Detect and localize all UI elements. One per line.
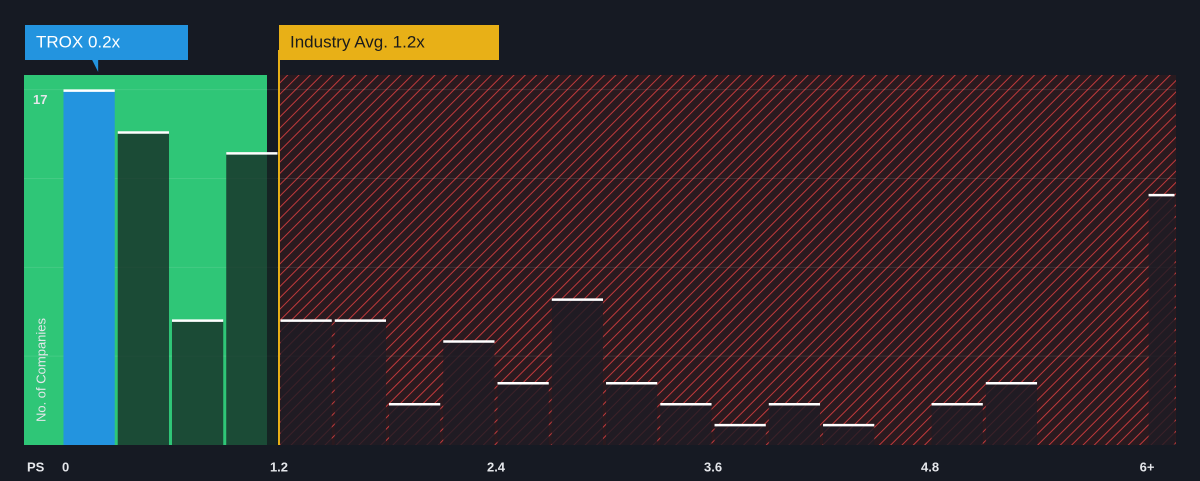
x-tick-label: 4.8 <box>921 459 939 474</box>
bar <box>660 403 712 445</box>
bar <box>226 152 278 445</box>
y-tick-label: 17 <box>33 92 47 107</box>
company-pointer <box>92 60 99 72</box>
x-tick-label: 2.4 <box>487 459 506 474</box>
bar <box>1148 194 1175 445</box>
x-tick-label: 3.6 <box>704 459 722 474</box>
bar <box>551 298 604 445</box>
bar <box>714 424 766 445</box>
bar <box>931 403 983 445</box>
bar <box>823 424 875 445</box>
bar <box>171 319 224 445</box>
industry-callout <box>278 25 499 60</box>
y-axis-label: No. of Companies <box>33 317 48 422</box>
bar <box>768 403 821 445</box>
bar <box>334 319 387 445</box>
company-label: TROX 0.2x <box>36 32 121 51</box>
annotations: 17 0 1.2 2.4 3.6 4.8 6+ Industry Avg. 1.2x TROX … <box>25 25 1155 474</box>
bar <box>389 403 441 445</box>
bar <box>606 382 658 445</box>
bar <box>280 319 332 445</box>
bar <box>985 382 1038 445</box>
over-zone <box>278 75 1176 445</box>
bar <box>443 340 495 445</box>
industry-label: Industry Avg. 1.2x <box>290 32 425 51</box>
bar <box>497 382 549 445</box>
x-tick-label: 0 <box>62 459 69 474</box>
company-callout <box>25 25 188 60</box>
bar <box>117 131 169 445</box>
x-tick-label: 1.2 <box>270 459 288 474</box>
x-axis-label: PS <box>27 459 45 474</box>
x-tick-label: 6+ <box>1140 459 1155 474</box>
bars <box>63 89 1175 446</box>
bar <box>63 89 115 446</box>
